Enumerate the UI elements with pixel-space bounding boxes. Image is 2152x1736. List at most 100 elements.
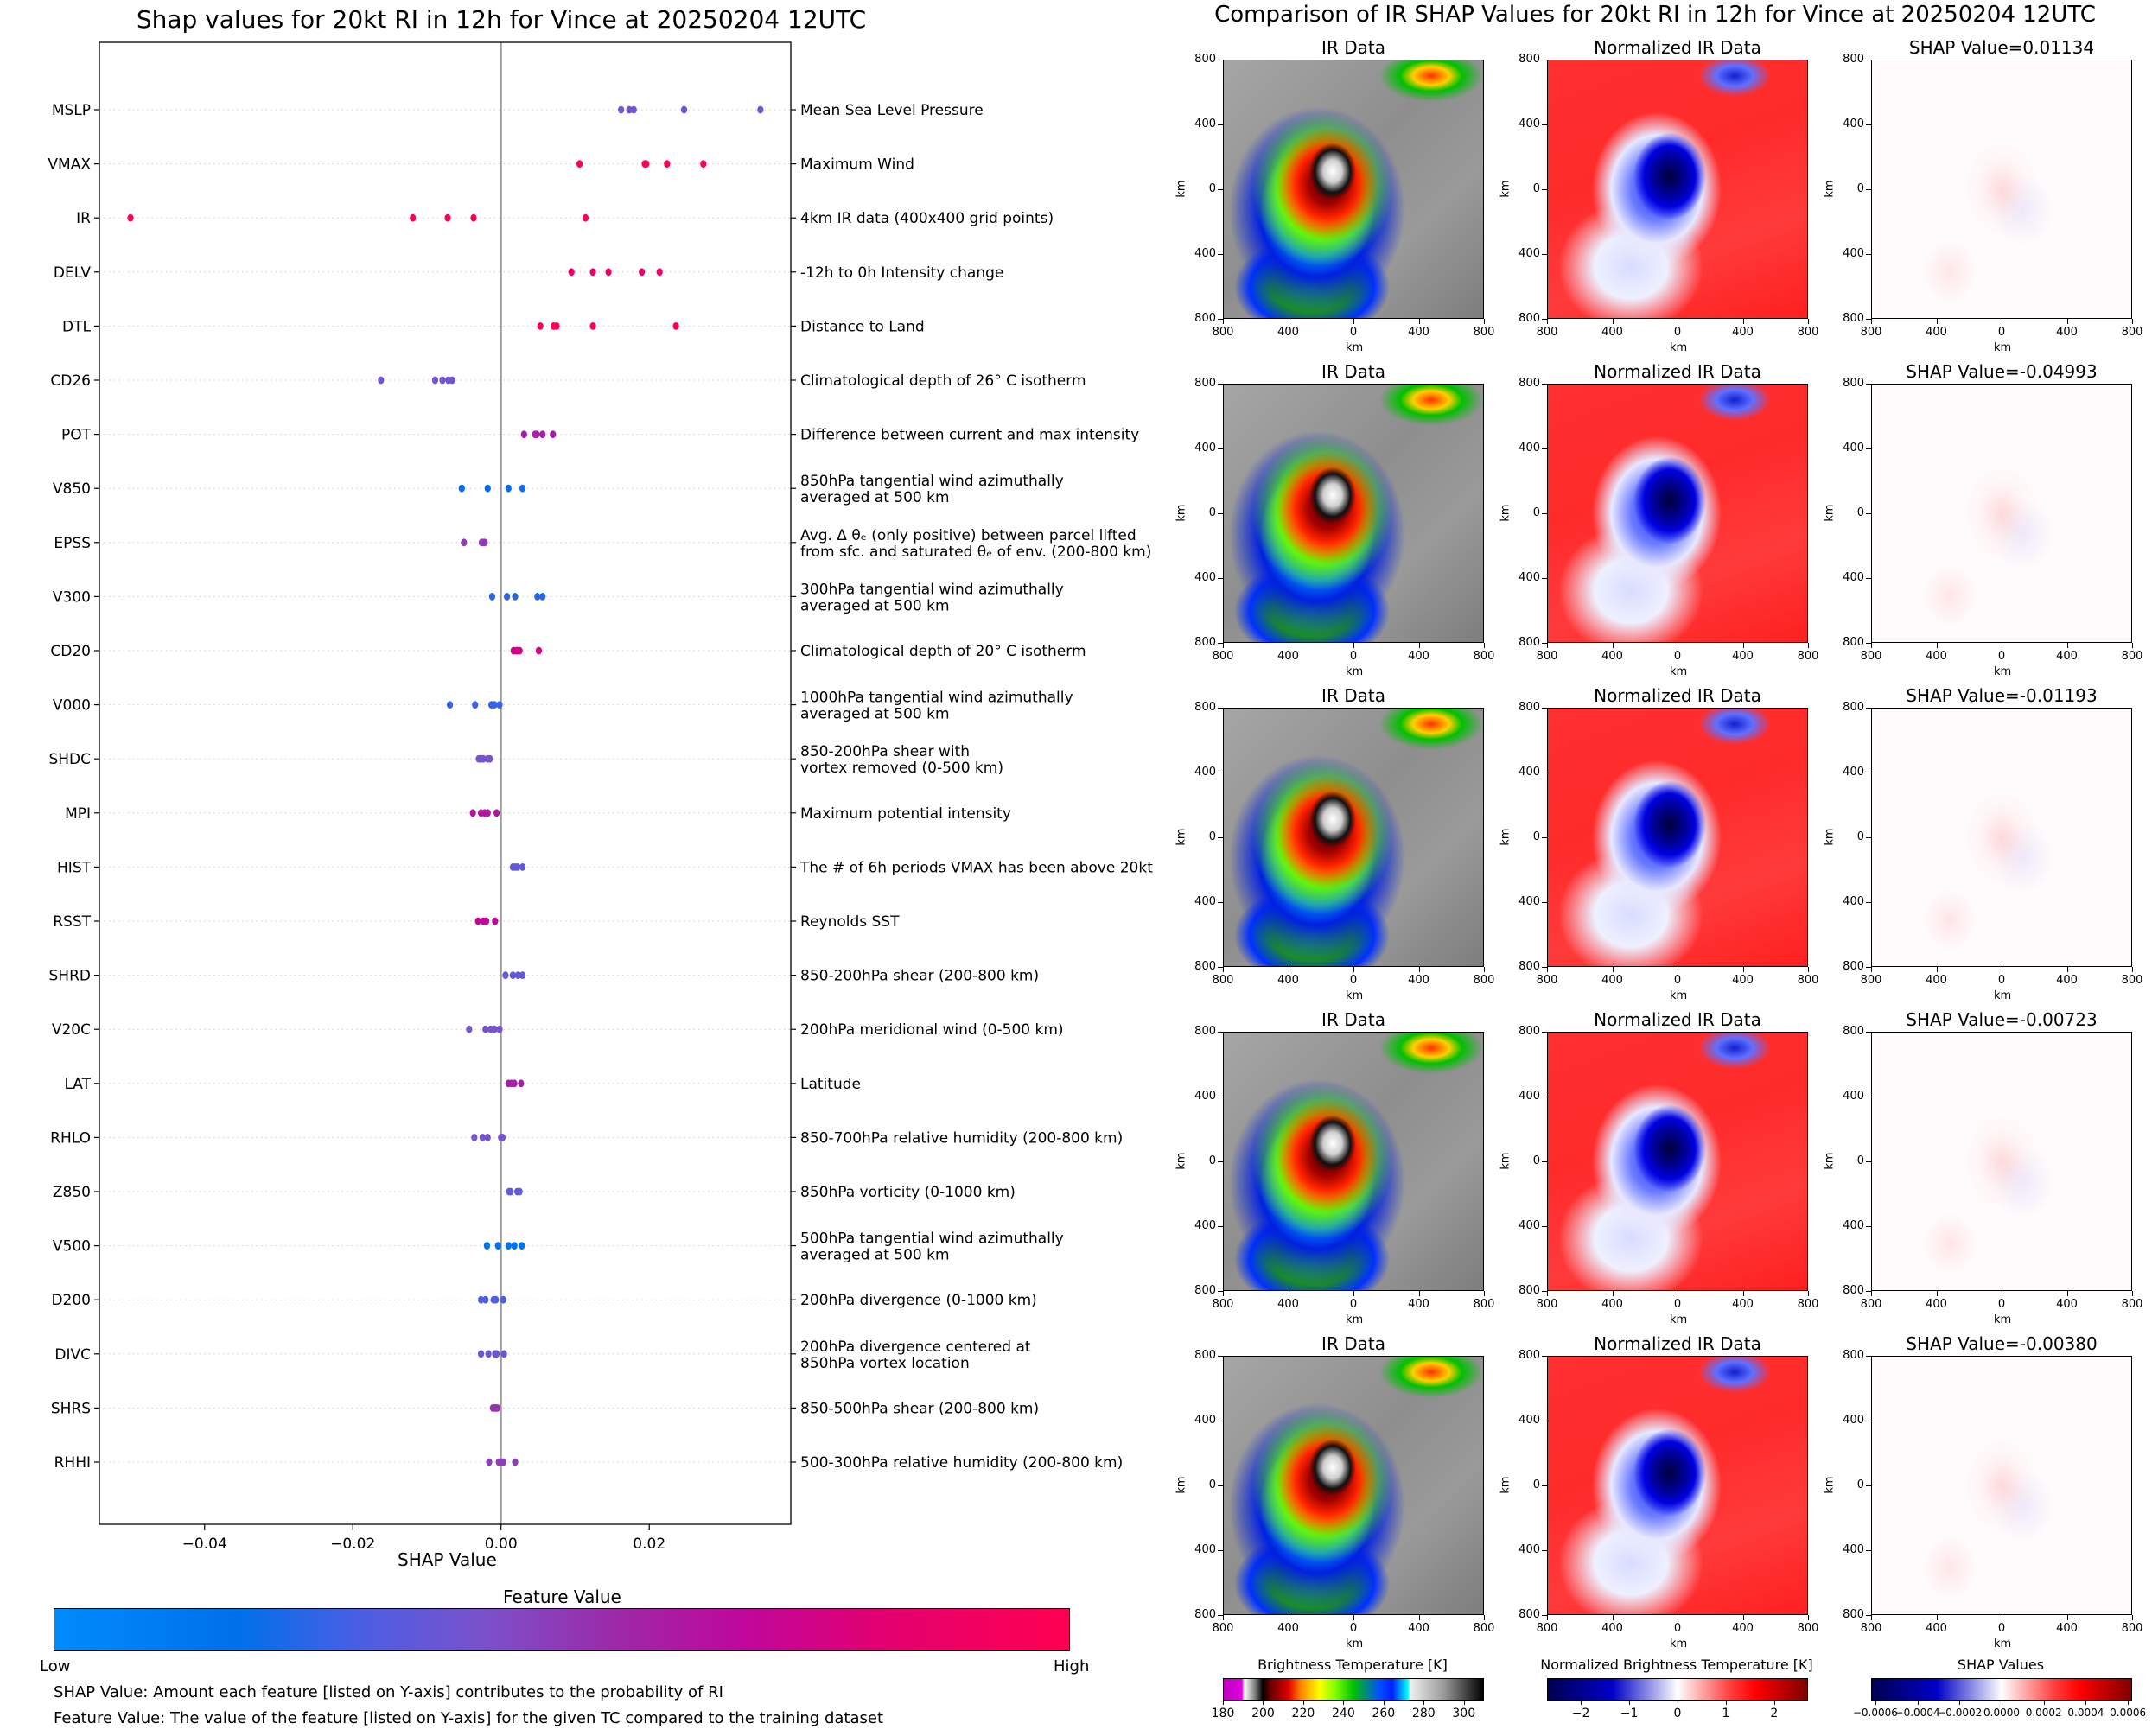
y-axis-tick [1542,1161,1547,1162]
colorbar-tick [1629,1701,1631,1705]
x-axis-tick-label: 400 [1277,326,1299,339]
y-axis-tick [1218,1291,1223,1292]
x-axis-tick-label: 800 [1536,650,1558,663]
x-axis-tick [1223,1615,1224,1620]
x-axis-tick-label: 400 [2056,1298,2078,1311]
shap-point [493,809,500,817]
y-axis-tick-label: 400 [1843,571,1864,584]
y-axis-tick-label: 800 [1843,1349,1864,1362]
x-axis-tick [1871,967,1872,972]
feature-label-v20c: V20C [52,1021,91,1039]
colorbar-tick [1263,1701,1264,1705]
shap-point [480,754,487,763]
shap-point [483,1242,491,1250]
feature-description-divc: 200hPa divergence centered at 850hPa vort… [800,1339,1031,1372]
colorbar-tick-label: 1 [1722,1707,1730,1720]
feature-label-d200: D200 [51,1292,91,1309]
x-axis-tick-label: 800 [1797,974,1819,987]
colorbar-tick-label: 180 [1211,1707,1235,1720]
feature-description-d200: 200hPa divergence (0-1000 km) [800,1292,1037,1309]
y-axis-tick-label: 800 [1843,636,1864,649]
x-axis-tick [1871,643,1872,648]
feature-description-lat: Latitude [800,1076,861,1093]
y-axis-tick [1218,967,1223,968]
x-axis-tick [1612,967,1614,972]
y-axis-tick [1218,124,1223,125]
panel-title-shap: SHAP Value=-0.00723 [1906,1009,2098,1030]
y-axis-tick-label: 0 [1856,830,1864,843]
shap-point [439,376,446,385]
x-axis-tick-label: 400 [1926,1298,1947,1311]
y-axis-tick-label: 800 [1518,701,1540,714]
y-axis-label: km [1823,504,1837,522]
y-axis-tick-label: 800 [1194,1608,1216,1621]
bt-colorbar-title: Brightness Temperature [K] [1257,1657,1448,1673]
x-axis-tick [1871,1615,1872,1620]
shap-point [446,701,454,709]
feature-label-v850: V850 [53,480,91,498]
x-axis-tick-label: 0 [1997,650,2006,663]
y-axis-tick [1542,578,1547,579]
y-axis-tick-label: 400 [1194,1219,1216,1232]
feature-description-v500: 500hPa tangential wind azimuthally averag… [800,1230,1064,1264]
x-axis-tick-label: 400 [1732,1298,1754,1311]
feature-description-v300: 300hPa tangential wind azimuthally averag… [800,581,1064,614]
x-axis-label: km [1670,341,1688,354]
shap-point [491,1025,498,1033]
y-axis-tick [1218,643,1223,644]
shap-point [582,213,589,222]
shap-point [477,1350,485,1358]
shap-point [520,430,527,438]
feature-label-ir: IR [76,210,91,227]
colorbar-tick-label: −2 [1571,1707,1590,1720]
x-axis-tick-label: 400 [1732,326,1754,339]
shap-point [539,430,546,438]
x-axis-tick-label: 400 [1408,650,1429,663]
x-axis-tick-label: 800 [1473,326,1495,339]
feature-description-z850: 850hPa vorticity (0-1000 km) [800,1184,1016,1201]
x-axis-tick-label: 800 [1212,326,1234,339]
colorbar-tick [2043,1701,2045,1705]
shap-chart-title: Shap values for 20kt RI in 12h for Vince… [136,5,867,34]
y-axis-tick [1866,708,1871,709]
shap-point [511,1242,518,1250]
y-axis-label: km [1175,504,1188,522]
shap-point [511,1079,518,1088]
y-axis-tick-label: 400 [1518,118,1540,130]
x-axis-tick [1484,319,1485,324]
y-axis-tick-label: 800 [1518,1608,1540,1621]
shap-point [500,1458,506,1466]
y-axis-tick-label: 400 [1194,766,1216,779]
x-axis-tick-label: 800 [2121,650,2143,663]
y-axis-tick-label: 800 [1843,53,1864,66]
shap-point [639,268,646,277]
x-axis-tick-label: 800 [1212,1622,1234,1635]
x-axis-tick-label: 800 [1536,974,1558,987]
colorbar-tick-label: 0.0004 [2067,1707,2104,1719]
shap-point [514,863,521,871]
y-axis-tick-label: 400 [1843,442,1864,455]
shap-point [488,593,496,601]
shap-point [481,538,488,547]
x-axis-tick-label: 400 [1601,1622,1623,1635]
shap-point [505,484,512,493]
y-axis-label: km [1823,1476,1837,1494]
colorbar-tick-label: 300 [1452,1707,1476,1720]
shap-point [474,917,481,925]
x-axis-tick [1547,1291,1548,1296]
panel-title-normalized-ir: Normalized IR Data [1594,37,1761,58]
feature-description-rhhi: 500-300hPa relative humidity (200-800 km… [800,1454,1123,1472]
x-axis-tick [1936,319,1938,324]
y-axis-tick [1866,578,1871,579]
shap-point [626,105,633,114]
y-axis-tick [1866,124,1871,125]
x-axis-tick [1612,643,1614,648]
x-axis-tick [1936,1615,1938,1620]
y-axis-tick [1866,902,1871,903]
x-axis-tick-label: 800 [1797,1622,1819,1635]
y-axis-tick-label: 0 [1532,182,1540,195]
shap-point [477,1295,485,1304]
y-axis-tick-label: 800 [1843,1284,1864,1297]
colorbar-low-label: Low [40,1657,71,1676]
y-axis-tick [1218,1226,1223,1227]
